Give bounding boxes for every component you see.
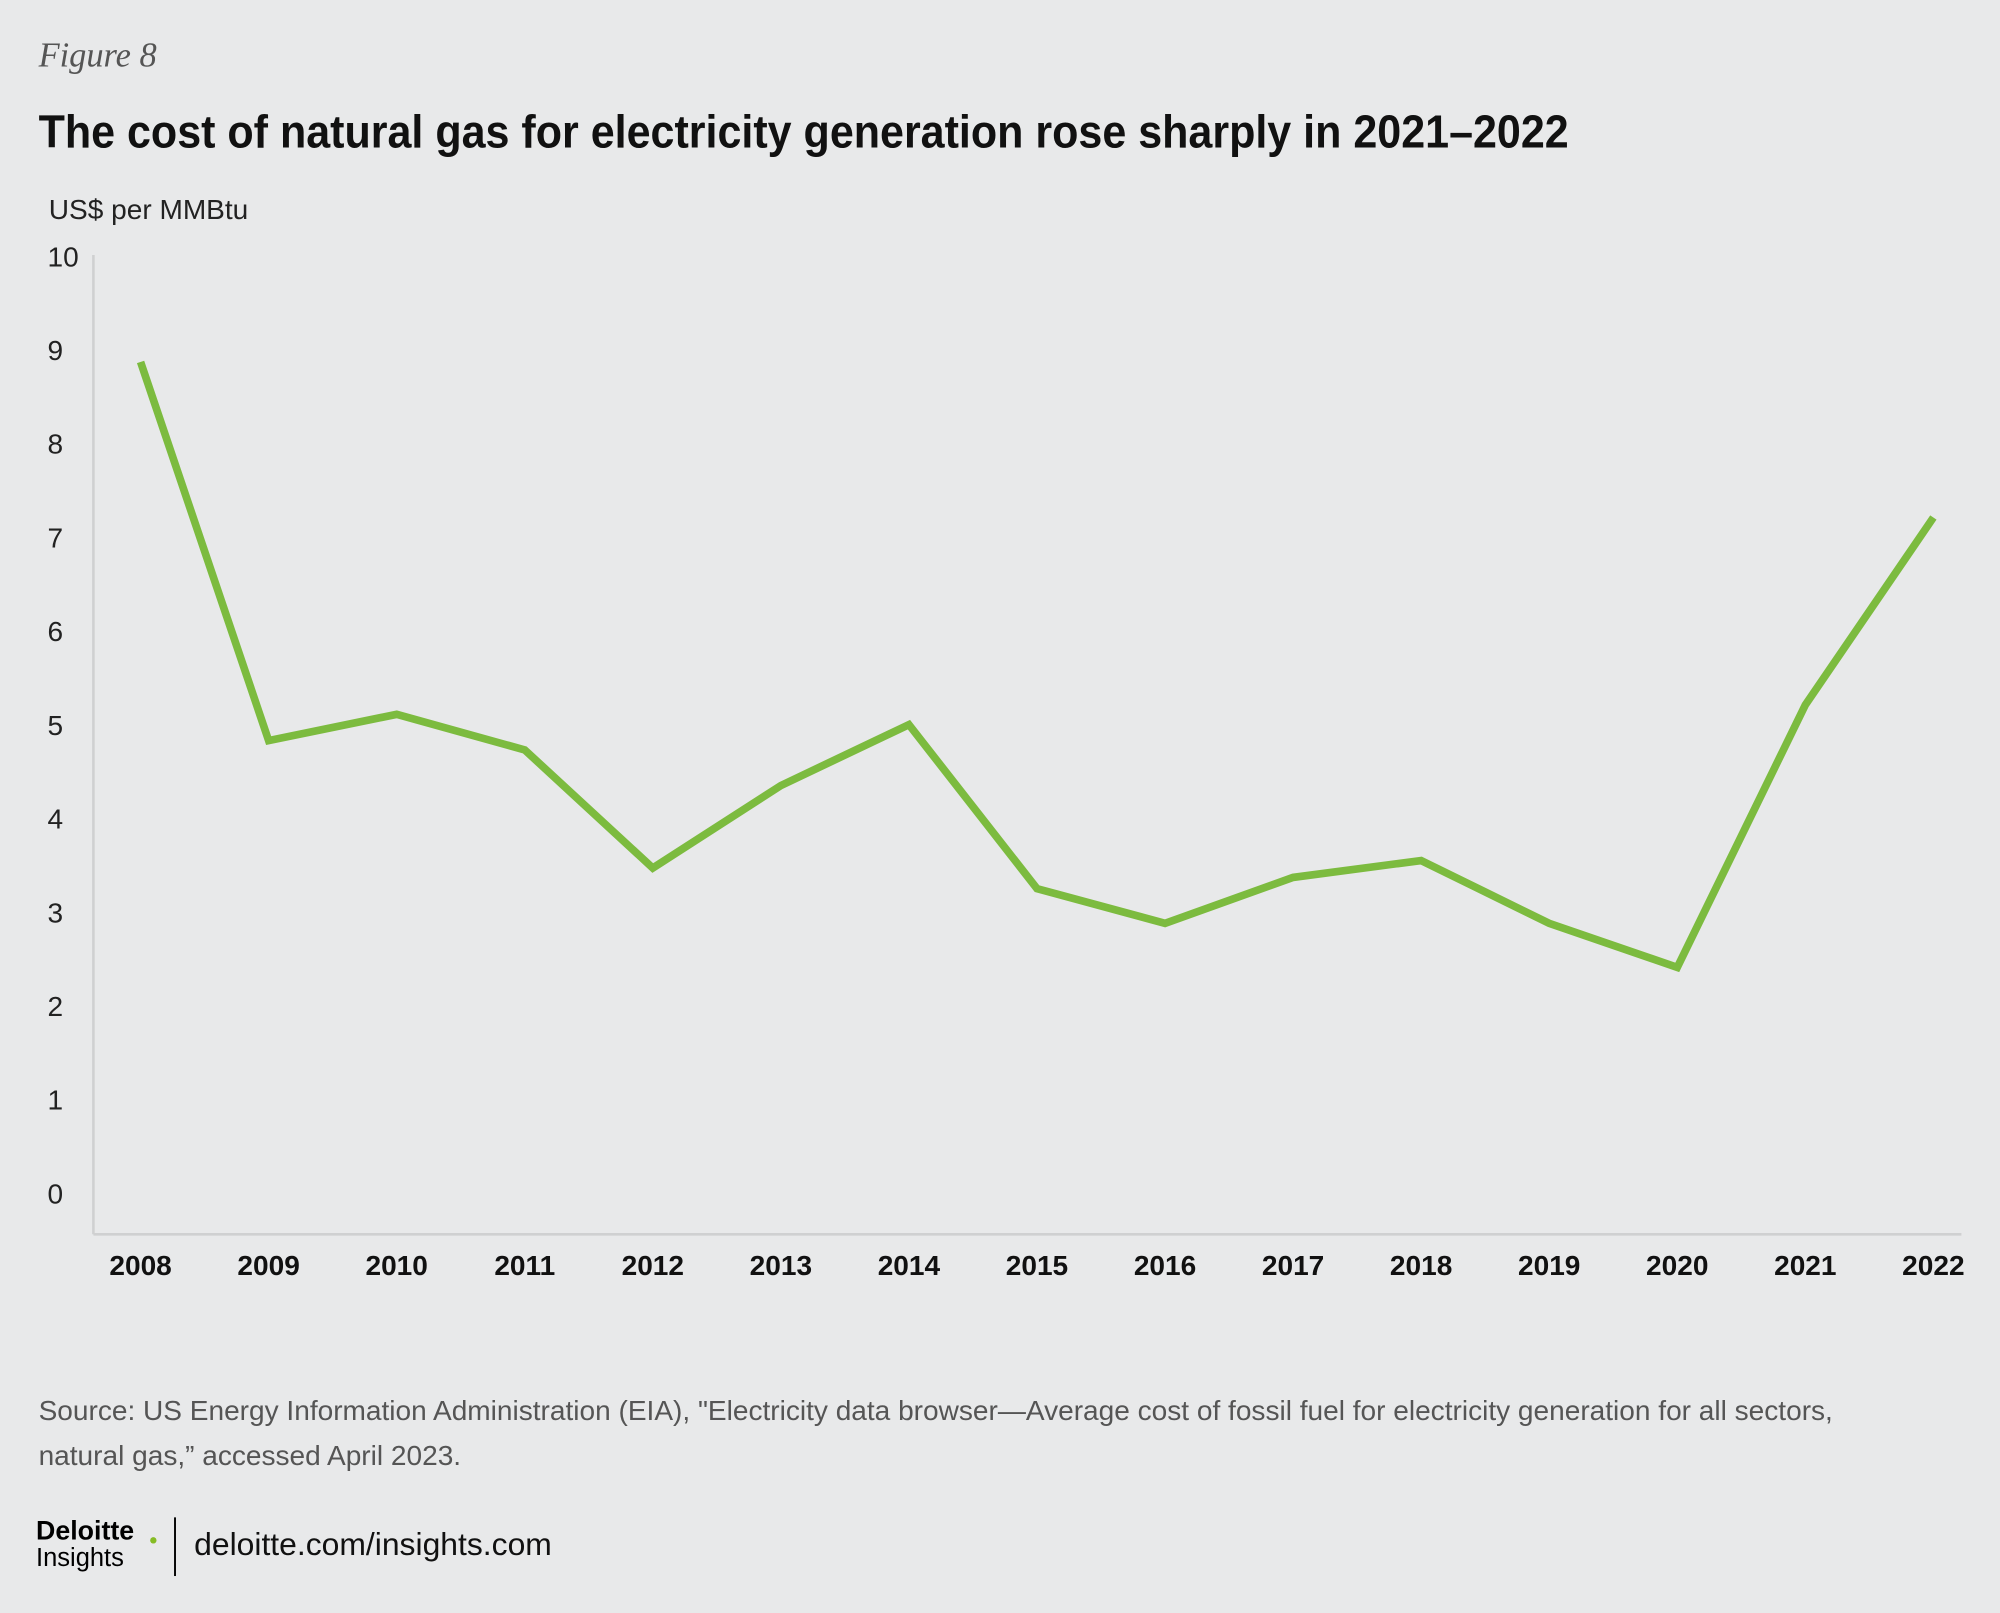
y-tick-label: 2 [48, 991, 64, 1022]
chart-title: The cost of natural gas for electricity … [39, 105, 1569, 157]
y-axis-title: US$ per MMBtu [49, 194, 249, 225]
x-tick-label: 2018 [1390, 1250, 1452, 1281]
x-tick-label: 2017 [1262, 1250, 1324, 1281]
y-tick-label: 9 [48, 335, 64, 366]
x-tick-label: 2022 [1902, 1250, 1964, 1281]
y-tick-label: 0 [48, 1178, 64, 1209]
y-tick-label: 8 [48, 429, 64, 460]
sub-brand: Insights [36, 1544, 124, 1572]
y-tick-label: 1 [48, 1085, 64, 1116]
y-tick-label: 5 [48, 710, 64, 741]
source-line: Source: US Energy Information Administra… [39, 1395, 1833, 1426]
x-tick-label: 2014 [878, 1250, 941, 1281]
y-tick-label: 10 [48, 241, 79, 272]
x-tick-label: 2020 [1646, 1250, 1708, 1281]
x-tick-label: 2012 [622, 1250, 684, 1281]
x-tick-label: 2010 [365, 1250, 427, 1281]
x-tick-label: 2008 [109, 1250, 171, 1281]
x-tick-label: 2009 [237, 1250, 299, 1281]
source-line: natural gas,” accessed April 2023. [39, 1440, 462, 1471]
y-tick-label: 6 [48, 616, 64, 647]
x-tick-label: 2019 [1518, 1250, 1580, 1281]
brand: Deloitte [36, 1516, 134, 1546]
x-tick-label: 2011 [494, 1250, 555, 1281]
y-tick-label: 3 [48, 897, 64, 928]
y-tick-label: 7 [48, 522, 64, 553]
data-line [136, 360, 1937, 973]
footer-url: deloitte.com/insights.com [194, 1526, 552, 1562]
y-tick-label: 4 [48, 804, 64, 835]
figure-label: Figure 8 [38, 37, 157, 75]
x-tick-label: 2021 [1774, 1250, 1836, 1281]
x-tick-label: 2016 [1134, 1250, 1196, 1281]
x-tick-label: 2013 [750, 1250, 812, 1281]
brand-dot [150, 1537, 157, 1544]
x-tick-label: 2015 [1006, 1250, 1068, 1281]
